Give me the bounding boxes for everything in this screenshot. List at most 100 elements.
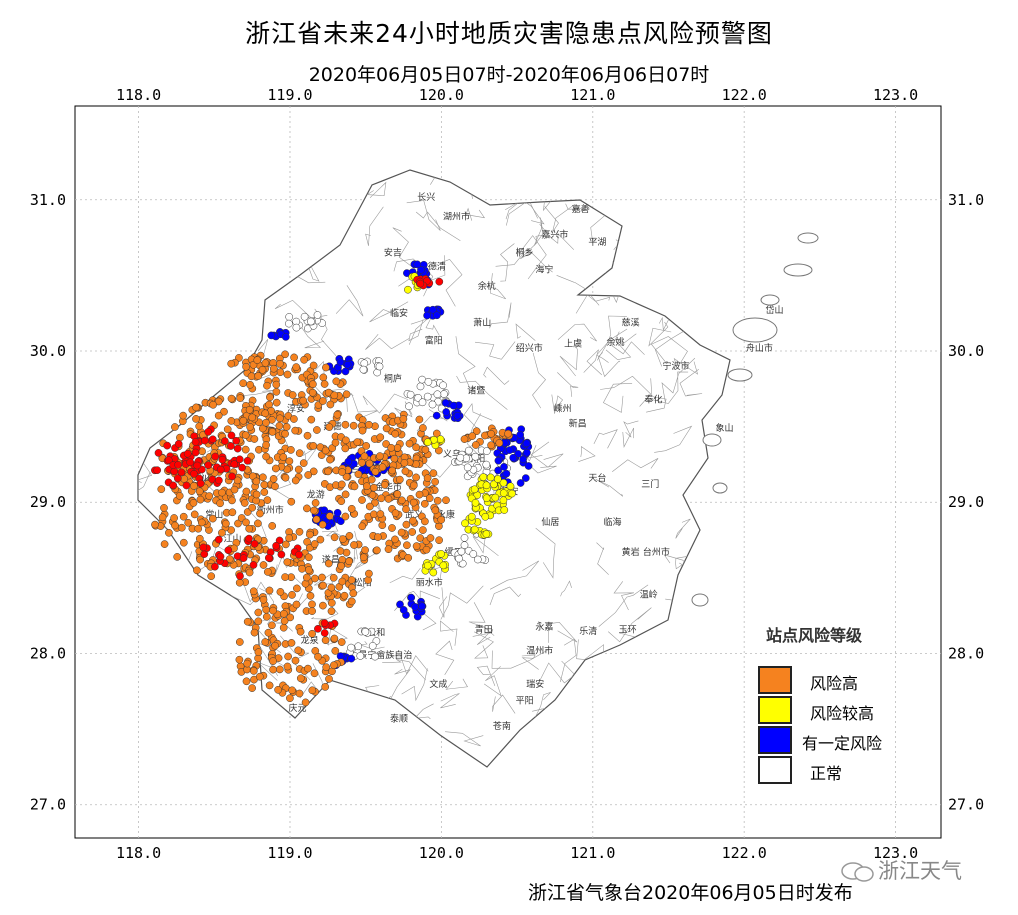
station-high [239, 379, 247, 388]
station-high [261, 638, 270, 646]
station-high [180, 475, 189, 483]
station-elevated [467, 512, 476, 521]
county-line [416, 409, 448, 432]
station-some [522, 439, 531, 448]
lat-tick-left: 27.0 [30, 796, 66, 814]
county-line [489, 302, 512, 329]
lat-tick-right: 30.0 [948, 342, 984, 360]
station-high [338, 468, 346, 476]
county-line [408, 319, 424, 342]
station-high [308, 686, 317, 695]
station-some [509, 453, 518, 462]
station-elevated [499, 496, 508, 505]
station-high [316, 535, 325, 544]
station-high [359, 553, 368, 562]
station-high [432, 429, 441, 438]
station-high [460, 435, 469, 443]
station-some [413, 260, 422, 269]
station-high [332, 377, 341, 386]
station-high [437, 515, 446, 524]
station-high [304, 471, 313, 479]
station-high [160, 540, 169, 548]
island [760, 294, 780, 306]
station-high [331, 438, 340, 447]
lon-tick-top: 119.0 [267, 86, 312, 104]
station-highest [208, 435, 217, 444]
county-line [472, 628, 494, 646]
station-high [397, 528, 406, 537]
station-high [324, 559, 333, 568]
station-high [341, 490, 350, 499]
station-some [267, 331, 276, 340]
county-line [439, 258, 463, 307]
station-normal [359, 365, 368, 374]
county-line [456, 375, 508, 410]
station-high [433, 496, 442, 505]
county-line [538, 660, 576, 684]
station-high [243, 659, 252, 668]
city-label: 余姚 [606, 336, 624, 348]
station-high [370, 510, 378, 519]
station-high [341, 444, 350, 453]
station-high [365, 502, 374, 511]
station-high [295, 689, 304, 698]
station-high [309, 442, 318, 450]
station-high [391, 535, 399, 544]
station-high [272, 398, 281, 407]
station-high [227, 359, 236, 368]
station-high [370, 483, 378, 492]
county-line [389, 567, 421, 583]
station-high [301, 698, 310, 707]
city-label: 平湖 [588, 237, 606, 248]
station-elevated [491, 493, 500, 502]
city-label: 温岭 [640, 589, 658, 601]
station-high [309, 467, 318, 476]
city-label: 岱山 [765, 304, 783, 316]
county-line [559, 343, 578, 377]
city-label: 安吉 [384, 247, 402, 259]
county-line [351, 393, 378, 418]
station-high [256, 509, 264, 518]
county-line [595, 478, 624, 497]
station-high [326, 455, 334, 464]
station-high [260, 488, 269, 496]
issuer-footer: 浙江省气象台2020年06月05日时发布 [528, 882, 853, 904]
county-line [522, 455, 557, 474]
station-highest [232, 436, 241, 445]
station-some [399, 606, 408, 614]
station-high [227, 417, 236, 425]
station-high [286, 613, 295, 622]
station-normal [482, 460, 491, 469]
station-high [261, 359, 270, 367]
county-line [385, 653, 429, 675]
county-line [530, 441, 564, 468]
station-high [308, 600, 316, 609]
station-high [195, 422, 204, 431]
station-normal [455, 554, 463, 563]
station-highest [230, 460, 239, 468]
station-high [421, 445, 430, 454]
station-normal [368, 642, 377, 650]
station-highest [153, 466, 162, 475]
station-elevated [439, 561, 448, 570]
city-label: 临安 [390, 307, 408, 319]
station-high [309, 380, 317, 389]
city-label: 嘉兴市 [541, 229, 568, 241]
county-line [445, 731, 484, 747]
station-high [271, 641, 279, 650]
station-high [320, 380, 329, 388]
county-line [440, 585, 484, 620]
county-line [455, 336, 476, 388]
county-line [557, 372, 579, 397]
station-highest [314, 624, 322, 633]
station-high [308, 607, 316, 615]
station-normal [356, 652, 365, 660]
station-highest [250, 539, 259, 548]
station-high [214, 411, 223, 420]
city-label: 湖州市 [443, 210, 470, 222]
station-normal [371, 652, 379, 661]
station-high [397, 496, 406, 505]
county-line [365, 206, 384, 246]
station-high [281, 473, 290, 482]
station-high [322, 363, 330, 372]
